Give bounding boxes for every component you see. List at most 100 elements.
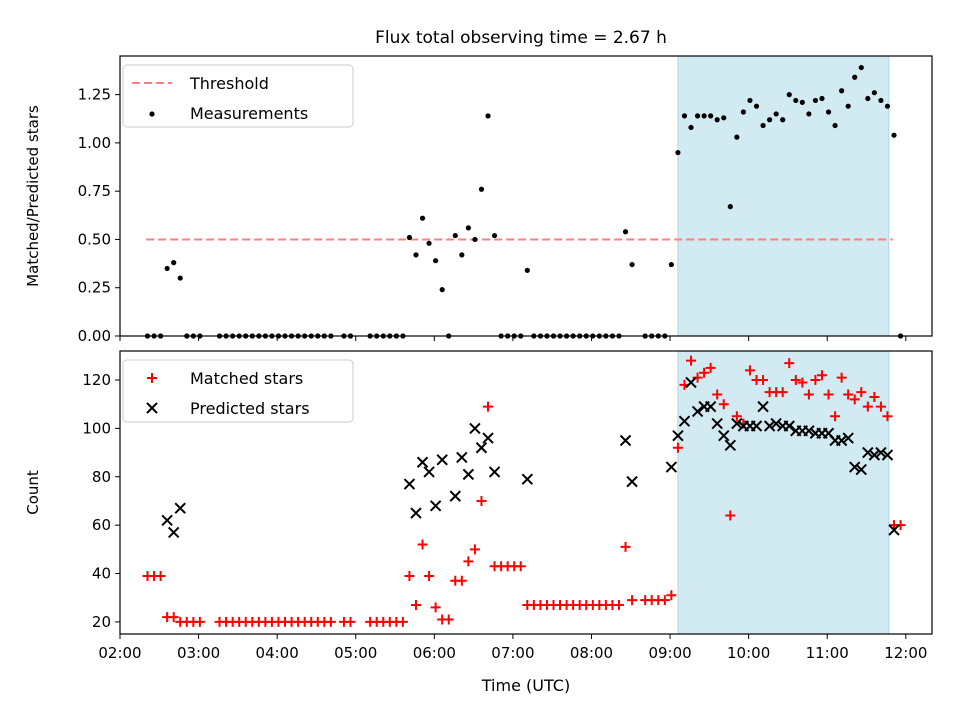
y-tick-label: 100 [82,419,111,437]
measurement-point [878,97,884,104]
predicted-point [731,417,743,430]
matched-point [790,375,801,386]
highlight-span [677,55,890,337]
highlight-span [677,350,890,635]
matched-point [469,544,480,555]
predicted-point [849,461,861,473]
measurement-point [871,90,877,96]
predicted-point [167,526,180,539]
matched-point [345,616,356,627]
matched-point [620,541,631,552]
legend-frame [122,64,354,128]
predicted-point [875,446,887,459]
legend: Matched stars Predicted stars [122,359,354,423]
measurement-point [452,232,458,239]
predicted-point [750,420,763,432]
measurement-point [891,132,897,138]
chart-title: Flux total observing time = 2.67 h [375,28,667,48]
y-tick-label: 1.25 [78,86,111,104]
measurement-point [865,95,871,102]
measurement-point [753,103,760,109]
plot-frame [119,55,933,337]
legend-label: Threshold [189,74,269,93]
matched-point [194,616,205,627]
legend-label: Matched stars [190,369,303,388]
measurement-point [688,124,694,131]
matched-point [862,401,873,412]
matched-point [430,602,441,613]
y-tick-label: 120 [82,371,111,389]
predicted-point [456,451,468,464]
y-tick-label: 60 [92,516,111,534]
matched-point [666,590,677,601]
predicted-point [770,417,782,430]
measurement-point [171,260,177,266]
measurement-point [177,275,183,281]
matched-point [895,520,906,531]
matched-point [836,372,847,383]
matched-point [849,394,860,405]
matched-point [712,389,723,400]
y-axis: 0.00 0.25 0.50 0.75 1.00 1.25 [78,86,120,345]
measurement-point [491,232,498,239]
x-tick-label: 10:00 [727,644,770,662]
measurement-point [465,225,471,231]
predicted-point [403,478,416,490]
x-axis-label: Time (UTC) [481,676,570,695]
measurement-point [767,117,773,123]
y-axis-label: Count [24,470,42,515]
measurement-point [773,111,779,117]
y-tick-label: 80 [92,468,111,486]
matched-point [758,375,769,386]
predicted-point [757,400,769,413]
matched-point [686,355,697,366]
measurement-point [406,234,413,241]
measurement-point [668,261,674,268]
measurement-point [681,113,688,119]
predicted-point [691,405,704,418]
predicted-point [429,500,442,512]
y-tick-label: 0.25 [78,279,111,297]
measurement-point [164,265,170,272]
measurement-point [472,236,478,243]
measurement-point [747,97,753,104]
matched-point [718,399,729,410]
ratio-panel: 0.00 0.25 0.50 0.75 1.00 1.25 Matched/Predicte… [24,55,933,345]
matched-point [463,556,474,567]
predicted-point [475,442,488,454]
predicted-point [704,400,717,413]
x-tick-label: 06:00 [413,644,456,662]
matched-point [613,599,624,610]
x-tick-label: 11:00 [806,644,849,662]
x-tick-label: 03:00 [177,644,220,662]
matched-point [476,495,487,506]
x-tick-label: 07:00 [491,644,534,662]
x-tick-label: 12:00 [884,644,927,662]
x-tick-label: 02:00 [98,644,141,662]
x-axis [119,336,907,341]
matched-point [672,442,683,453]
matched-point [816,370,827,381]
predicted-point [619,434,632,447]
measurement-point [622,229,629,235]
measurement-point [485,113,491,119]
y-tick-label: 1.00 [78,134,111,152]
predicted-point [626,475,638,488]
predicted-point [763,420,776,432]
predicted-point [724,439,737,452]
predicted-point [174,502,186,514]
legend-predicted-swatch [146,402,158,414]
measurement-point [780,117,786,123]
predicted-point [842,432,854,444]
predicted-point [488,466,501,478]
predicted-point [835,434,848,447]
measurement-point [433,258,439,264]
measurement-point [478,186,485,192]
matched-point [515,561,526,572]
matched-point [875,401,886,412]
matched-point [325,616,336,627]
x-tick-label: 08:00 [570,644,613,662]
matched-point [777,387,788,398]
matched-point [417,539,428,550]
